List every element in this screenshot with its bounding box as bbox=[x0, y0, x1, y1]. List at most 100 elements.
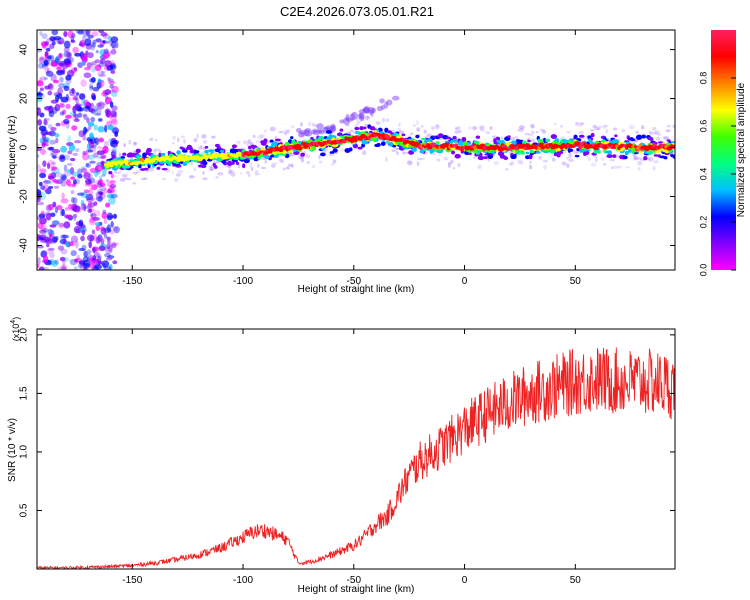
heatmap-cell bbox=[80, 202, 86, 211]
heatmap-cell bbox=[104, 246, 113, 254]
heatmap-cell bbox=[90, 144, 97, 149]
heatmap-cell bbox=[286, 129, 291, 134]
heatmap-cell bbox=[81, 153, 90, 161]
heatmap-cell bbox=[99, 186, 107, 192]
heatmap-cell bbox=[514, 136, 519, 141]
heatmap-cell bbox=[542, 164, 548, 170]
heatmap-cell bbox=[437, 133, 444, 139]
heatmap-cell bbox=[649, 137, 654, 142]
heatmap-cell bbox=[39, 112, 45, 118]
heatmap-cell bbox=[79, 93, 86, 100]
heatmap-cell bbox=[508, 162, 512, 166]
heatmap-cell bbox=[86, 249, 92, 254]
heatmap-cell bbox=[235, 161, 240, 165]
heatmap-cell bbox=[275, 161, 278, 165]
heatmap-cell bbox=[228, 169, 233, 174]
heatmap-cell bbox=[109, 64, 116, 69]
heatmap-cell bbox=[597, 125, 602, 129]
heatmap-cell bbox=[495, 136, 501, 141]
heatmap-cell bbox=[339, 128, 344, 132]
heatmap-cell bbox=[51, 161, 56, 166]
heatmap-cell bbox=[305, 154, 311, 159]
heatmap-cell bbox=[65, 179, 71, 186]
heatmap-cell bbox=[461, 136, 467, 142]
heatmap-cell bbox=[622, 155, 628, 160]
heatmap-cell bbox=[510, 161, 515, 166]
heatmap-cell bbox=[457, 130, 462, 133]
heatmap-cell bbox=[47, 83, 53, 89]
snr-x-axis: -150 -100 -50 0 50 bbox=[122, 329, 581, 586]
heatmap-cell bbox=[601, 124, 607, 129]
heatmap-cell bbox=[215, 175, 219, 179]
heatmap-cell bbox=[574, 154, 580, 158]
heatmap-cell bbox=[411, 147, 417, 153]
heatmap-cell bbox=[612, 127, 618, 131]
heatmap-cell bbox=[60, 145, 68, 153]
heatmap-cell bbox=[83, 189, 90, 194]
heatmap-cell bbox=[84, 38, 92, 47]
heatmap-cell bbox=[83, 114, 88, 121]
heatmap-cell bbox=[93, 112, 102, 116]
heatmap-cell bbox=[104, 187, 108, 195]
heatmap-cell bbox=[110, 193, 118, 199]
heatmap-cell bbox=[49, 139, 57, 145]
heatmap-cell bbox=[85, 163, 90, 168]
heatmap-cell bbox=[99, 156, 106, 160]
heatmap-cell bbox=[219, 149, 225, 153]
heatmap-cell bbox=[214, 165, 218, 169]
heatmap-cell bbox=[72, 105, 77, 114]
heatmap-cell bbox=[606, 154, 613, 159]
heatmap-cell bbox=[126, 177, 132, 181]
heatmap-cell bbox=[287, 163, 292, 166]
colorbar-axis: 0.0 0.2 0.4 0.6 0.8 bbox=[698, 72, 736, 276]
heatmap-cell bbox=[73, 111, 77, 118]
heatmap-cell bbox=[316, 123, 324, 130]
heatmap-cell bbox=[83, 72, 92, 79]
heatmap-cell bbox=[416, 120, 419, 126]
heatmap-cell bbox=[88, 241, 93, 249]
heatmap-cell bbox=[108, 171, 113, 175]
heatmap-cell bbox=[49, 43, 55, 50]
heatmap-cell bbox=[81, 229, 86, 236]
heatmap-cell bbox=[41, 141, 46, 149]
heatmap-cell bbox=[111, 154, 116, 159]
heatmap-cell bbox=[98, 118, 103, 122]
heatmap-cell bbox=[247, 139, 252, 144]
heatmap-cell bbox=[54, 103, 61, 112]
heatmap-cell bbox=[75, 92, 80, 96]
heatmap-cell bbox=[58, 82, 65, 89]
heatmap-cell bbox=[48, 110, 55, 118]
heatmap-cell bbox=[579, 122, 585, 126]
heatmap-cell bbox=[41, 33, 48, 39]
heatmap-cell bbox=[475, 135, 481, 139]
heatmap-cell bbox=[107, 255, 115, 259]
heatmap-cell bbox=[103, 233, 108, 239]
heatmap-cell bbox=[39, 216, 47, 225]
heatmap-cell bbox=[59, 256, 66, 262]
heatmap-cell bbox=[81, 167, 88, 173]
heatmap-cell bbox=[402, 151, 406, 154]
snr-x-label: Height of straight line (km) bbox=[298, 584, 415, 595]
heatmap-cell bbox=[279, 158, 284, 163]
heatmap-cell bbox=[82, 113, 87, 118]
heatmap-cell bbox=[43, 180, 52, 184]
heatmap-cell bbox=[97, 196, 103, 203]
heatmap-cell bbox=[98, 245, 106, 252]
heatmap-cell bbox=[95, 236, 101, 244]
heatmap-cell bbox=[282, 167, 287, 171]
y-tick-label: 1.5 bbox=[19, 386, 30, 400]
heatmap-cell bbox=[97, 145, 103, 150]
heatmap-cell bbox=[436, 158, 441, 162]
heatmap-cell bbox=[57, 266, 66, 270]
heatmap-cell bbox=[95, 222, 101, 227]
heatmap-cell bbox=[362, 107, 369, 113]
heatmap-cell bbox=[435, 141, 440, 145]
heatmap-cell bbox=[173, 178, 179, 183]
heatmap-cell bbox=[109, 184, 117, 189]
heatmap-cell bbox=[149, 138, 154, 141]
heatmap-cell bbox=[388, 142, 394, 147]
heatmap-cell bbox=[657, 133, 662, 136]
heatmap-cell bbox=[72, 96, 77, 101]
heatmap-cell bbox=[226, 160, 233, 166]
heatmap-cell bbox=[417, 157, 423, 161]
